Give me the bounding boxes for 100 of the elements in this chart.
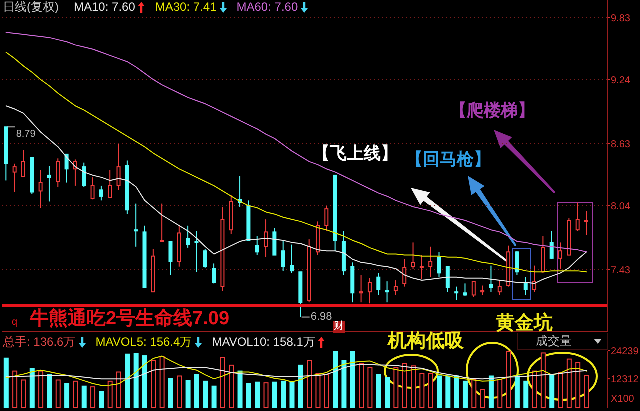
bar xyxy=(558,372,564,408)
bar xyxy=(30,368,35,408)
y-axis-title: X100 xyxy=(611,394,634,405)
bar xyxy=(436,376,442,408)
candlestick xyxy=(168,241,173,276)
bar xyxy=(462,380,468,408)
candlestick xyxy=(524,276,528,296)
candlestick xyxy=(99,185,104,202)
bar xyxy=(428,373,434,408)
bar xyxy=(385,377,390,408)
bar xyxy=(506,351,512,408)
bar xyxy=(446,376,451,408)
bar xyxy=(229,364,234,408)
candlestick xyxy=(90,177,95,200)
candlestick xyxy=(411,242,416,270)
bar xyxy=(532,370,538,408)
candlestick xyxy=(454,286,459,301)
bar xyxy=(576,362,581,408)
candlestick xyxy=(281,240,286,272)
bar xyxy=(402,363,408,408)
bar xyxy=(246,383,252,408)
y-tick-label: 12312 xyxy=(611,374,640,386)
candlestick xyxy=(324,205,329,232)
annotation: q xyxy=(12,317,18,328)
bar xyxy=(584,375,590,408)
candlestick xyxy=(376,272,381,296)
bar xyxy=(99,391,104,408)
candlestick xyxy=(21,150,26,178)
candlestick xyxy=(108,170,112,198)
candlestick xyxy=(576,202,580,232)
bar xyxy=(203,380,208,408)
candlestick xyxy=(463,283,468,297)
candlestick xyxy=(47,166,52,202)
bar xyxy=(324,374,330,408)
bar xyxy=(376,374,382,408)
y-tick-label: 24239 xyxy=(611,346,640,358)
bar xyxy=(73,380,78,408)
candlestick xyxy=(255,236,260,256)
annotation: 【爬楼梯】 xyxy=(450,101,535,120)
bar xyxy=(514,376,520,408)
bar xyxy=(540,352,546,408)
bar xyxy=(168,378,174,408)
candlestick xyxy=(446,266,450,293)
bar xyxy=(186,380,191,408)
bar xyxy=(38,370,44,408)
bar xyxy=(4,358,9,408)
bar xyxy=(454,376,460,408)
annotation: 【飞上线】 xyxy=(313,144,398,163)
bar xyxy=(220,357,226,408)
y-tick-label: 8.63 xyxy=(611,139,631,150)
chart-title: 成交量 xyxy=(536,334,572,348)
annotation: 8.79 xyxy=(16,129,36,140)
bar xyxy=(90,386,96,408)
bar xyxy=(21,380,26,408)
candlestick xyxy=(532,265,537,293)
candlestick xyxy=(160,203,164,242)
candlestick xyxy=(212,263,216,284)
candlestick xyxy=(368,278,372,304)
ref-line-label: 牛熊通吃2号生命线7.09 xyxy=(29,308,230,330)
bar xyxy=(359,363,364,408)
bar xyxy=(194,374,200,408)
candlestick xyxy=(359,274,364,304)
bar xyxy=(116,372,122,408)
text: MA60: 7.60 xyxy=(236,0,298,14)
bar xyxy=(160,356,165,408)
annotation: 黄金坑 xyxy=(496,313,553,334)
bar xyxy=(12,370,18,408)
bar xyxy=(307,360,312,408)
candlestick xyxy=(550,230,554,260)
bar xyxy=(281,380,286,408)
candlestick xyxy=(480,285,485,296)
bar xyxy=(64,383,70,408)
candlestick xyxy=(203,248,208,268)
bar xyxy=(151,360,156,408)
bar xyxy=(480,389,486,408)
candlestick xyxy=(64,154,69,184)
bar xyxy=(255,382,260,408)
annotation: 财 xyxy=(334,321,344,332)
y-tick-label: 8.04 xyxy=(611,201,631,212)
bar xyxy=(272,382,278,408)
candlestick xyxy=(402,259,407,288)
bar xyxy=(47,374,52,408)
candlestick xyxy=(584,210,589,236)
candlestick xyxy=(272,227,277,256)
candlestick xyxy=(82,162,86,188)
bar xyxy=(524,380,529,408)
bar xyxy=(82,386,87,408)
bar xyxy=(394,367,399,408)
series-label: MAVOL10: 158.1万 xyxy=(212,335,316,349)
bar xyxy=(108,380,113,408)
series-label: 总手: 136.6万 xyxy=(3,335,76,349)
candlestick xyxy=(515,250,520,276)
candlestick xyxy=(264,219,268,258)
bar xyxy=(290,382,295,408)
annotation: 机构低吸 xyxy=(388,331,464,352)
candlestick xyxy=(186,225,190,248)
y-tick-label: 9.24 xyxy=(611,75,631,86)
candlestick xyxy=(558,242,563,270)
bar xyxy=(298,364,304,408)
bar xyxy=(566,358,572,408)
